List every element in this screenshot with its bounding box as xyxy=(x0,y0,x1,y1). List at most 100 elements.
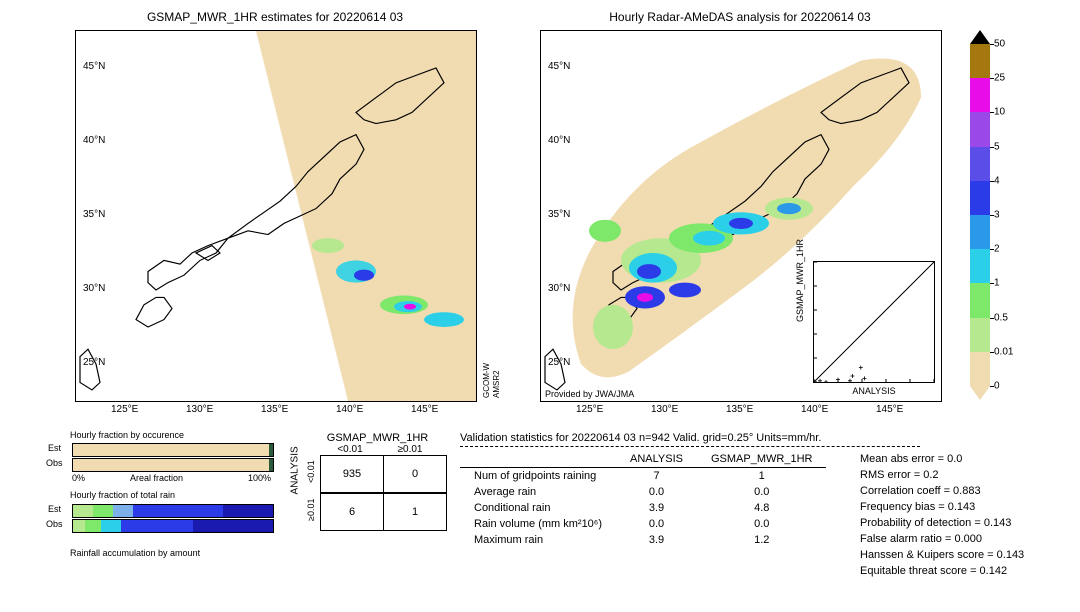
contingency-title: GSMAP_MWR_1HR xyxy=(308,432,447,444)
colorbar-swatch xyxy=(970,215,990,249)
row-label-obs2: Obs xyxy=(46,519,63,529)
cont-row-0: <0.01 xyxy=(306,465,316,483)
ytick-label: 30°N xyxy=(548,283,570,294)
axis-100pct: 100% xyxy=(248,473,271,483)
colorbar-swatch xyxy=(970,249,990,283)
ytick-label: 40°N xyxy=(548,135,570,146)
colorbar-swatch xyxy=(970,352,990,386)
colorbar-swatch xyxy=(970,283,990,317)
cont-cell-00: 935 xyxy=(321,456,384,493)
ytick-label: 40°N xyxy=(83,135,105,146)
row-label-est: Est xyxy=(48,443,61,453)
colorbar-tick: 2 xyxy=(994,244,1000,255)
cont-cell-10: 6 xyxy=(321,494,384,531)
stats-title: Validation statistics for 20220614 03 n=… xyxy=(460,432,920,447)
stats-cell: 3.9 xyxy=(616,532,697,548)
right-map-title: Hourly Radar-AMeDAS analysis for 2022061… xyxy=(540,10,940,24)
precip-blob xyxy=(669,283,701,298)
precip-blob xyxy=(589,220,621,242)
metric-row: Equitable threat score = 0.142 xyxy=(860,564,1024,580)
colorbar-tick: 25 xyxy=(994,73,1005,84)
right-map-panel: Provided by JWA/JMA 00224466881010 ANALY… xyxy=(540,30,942,402)
precip-blob xyxy=(777,203,801,214)
colorbar-tick: 50 xyxy=(994,39,1005,50)
precip-blob xyxy=(354,270,374,281)
colorbar-tick: 0.5 xyxy=(994,312,1008,323)
colorbar-swatch xyxy=(970,44,990,78)
ytick-label: 35°N xyxy=(83,209,105,220)
precip-blob xyxy=(404,304,416,310)
xtick-label: 130°E xyxy=(186,404,213,415)
stats-cell: 7 xyxy=(616,468,697,485)
cont-cell-11: 1 xyxy=(384,494,447,531)
colorbar-swatch xyxy=(970,147,990,181)
stats-row-label: Average rain xyxy=(460,484,616,500)
xtick-label: 135°E xyxy=(261,404,288,415)
stats-cell: 1 xyxy=(697,468,826,485)
colorbar-tick: 1 xyxy=(994,278,1000,289)
ytick-label: 45°N xyxy=(83,61,105,72)
precip-blob xyxy=(593,305,633,349)
stats-cell: 0.0 xyxy=(697,516,826,532)
stats-cell: 0.0 xyxy=(616,484,697,500)
metric-row: Mean abs error = 0.0 xyxy=(860,452,1024,468)
contingency-yaxis: ANALYSIS xyxy=(290,481,301,495)
colorbar-tick: 0.01 xyxy=(994,346,1013,357)
cont-row-1: ≥0.01 xyxy=(306,503,316,521)
provided-by-label: Provided by JWA/JMA xyxy=(545,389,634,399)
colorbar-tick: 0 xyxy=(994,381,1000,392)
colorbar-swatch xyxy=(970,318,990,352)
xtick-label: 125°E xyxy=(576,404,603,415)
cont-cell-01: 0 xyxy=(384,456,447,493)
colorbar-swatch xyxy=(970,112,990,146)
xtick-label: 125°E xyxy=(111,404,138,415)
axis-0pct: 0% xyxy=(72,473,85,483)
xtick-label: 145°E xyxy=(411,404,438,415)
colorbar-tick: 3 xyxy=(994,210,1000,221)
stats-cell: 0.0 xyxy=(697,484,826,500)
metrics-panel: Mean abs error = 0.0RMS error = 0.2Corre… xyxy=(860,452,1024,580)
scatter-ylabel: GSMAP_MWR_1HR xyxy=(795,239,805,322)
precip-blob xyxy=(312,238,344,253)
stats-row-label: Conditional rain xyxy=(460,500,616,516)
ytick-label: 45°N xyxy=(548,61,570,72)
sensor-label-2: AMSR2 xyxy=(492,370,501,398)
stats-col-b: GSMAP_MWR_1HR xyxy=(697,451,826,468)
left-map-title: GSMAP_MWR_1HR estimates for 20220614 03 xyxy=(75,10,475,24)
metric-row: False alarm ratio = 0.000 xyxy=(860,532,1024,548)
colorbar-swatch xyxy=(970,78,990,112)
stats-cell: 4.8 xyxy=(697,500,826,516)
colorbar-swatch xyxy=(970,181,990,215)
scatter-svg: 00224466881010 xyxy=(814,262,934,382)
colorbar: 502510543210.50.010 xyxy=(970,30,990,400)
precip-blob xyxy=(693,231,725,246)
occ-bar-est xyxy=(72,443,274,457)
metric-row: Frequency bias = 0.143 xyxy=(860,500,1024,516)
colorbar-over-arrow xyxy=(970,30,990,44)
metric-row: RMS error = 0.2 xyxy=(860,468,1024,484)
left-map-svg xyxy=(76,31,476,401)
xtick-label: 145°E xyxy=(876,404,903,415)
occ-bar-obs xyxy=(72,458,274,472)
precip-blob xyxy=(637,264,661,279)
ytick-label: 35°N xyxy=(548,209,570,220)
row-label-est2: Est xyxy=(48,504,61,514)
scatter-inset: 00224466881010 ANALYSIS GSMAP_MWR_1HR xyxy=(813,261,935,383)
accum-title: Rainfall accumulation by amount xyxy=(70,548,200,558)
metric-row: Hanssen & Kuipers score = 0.143 xyxy=(860,548,1024,564)
metric-row: Probability of detection = 0.143 xyxy=(860,516,1024,532)
bottom-left-panel: Hourly fraction by occurence Est Obs 0% … xyxy=(50,430,280,534)
occ-title: Hourly fraction by occurence xyxy=(70,430,184,440)
stats-row-label: Num of gridpoints raining xyxy=(460,468,616,485)
cont-col-1: ≥0.01 xyxy=(380,444,440,455)
colorbar-under-arrow xyxy=(970,386,990,400)
colorbar-tick: 4 xyxy=(994,175,1000,186)
colorbar-tick: 5 xyxy=(994,141,1000,152)
xtick-label: 135°E xyxy=(726,404,753,415)
sensor-label-1: GCOM-W xyxy=(482,363,491,398)
stats-table: ANALYSISGSMAP_MWR_1HR Num of gridpoints … xyxy=(460,451,826,548)
cont-col-0: <0.01 xyxy=(320,444,380,455)
ytick-label: 30°N xyxy=(83,283,105,294)
xtick-label: 130°E xyxy=(651,404,678,415)
stats-row-label: Maximum rain xyxy=(460,532,616,548)
